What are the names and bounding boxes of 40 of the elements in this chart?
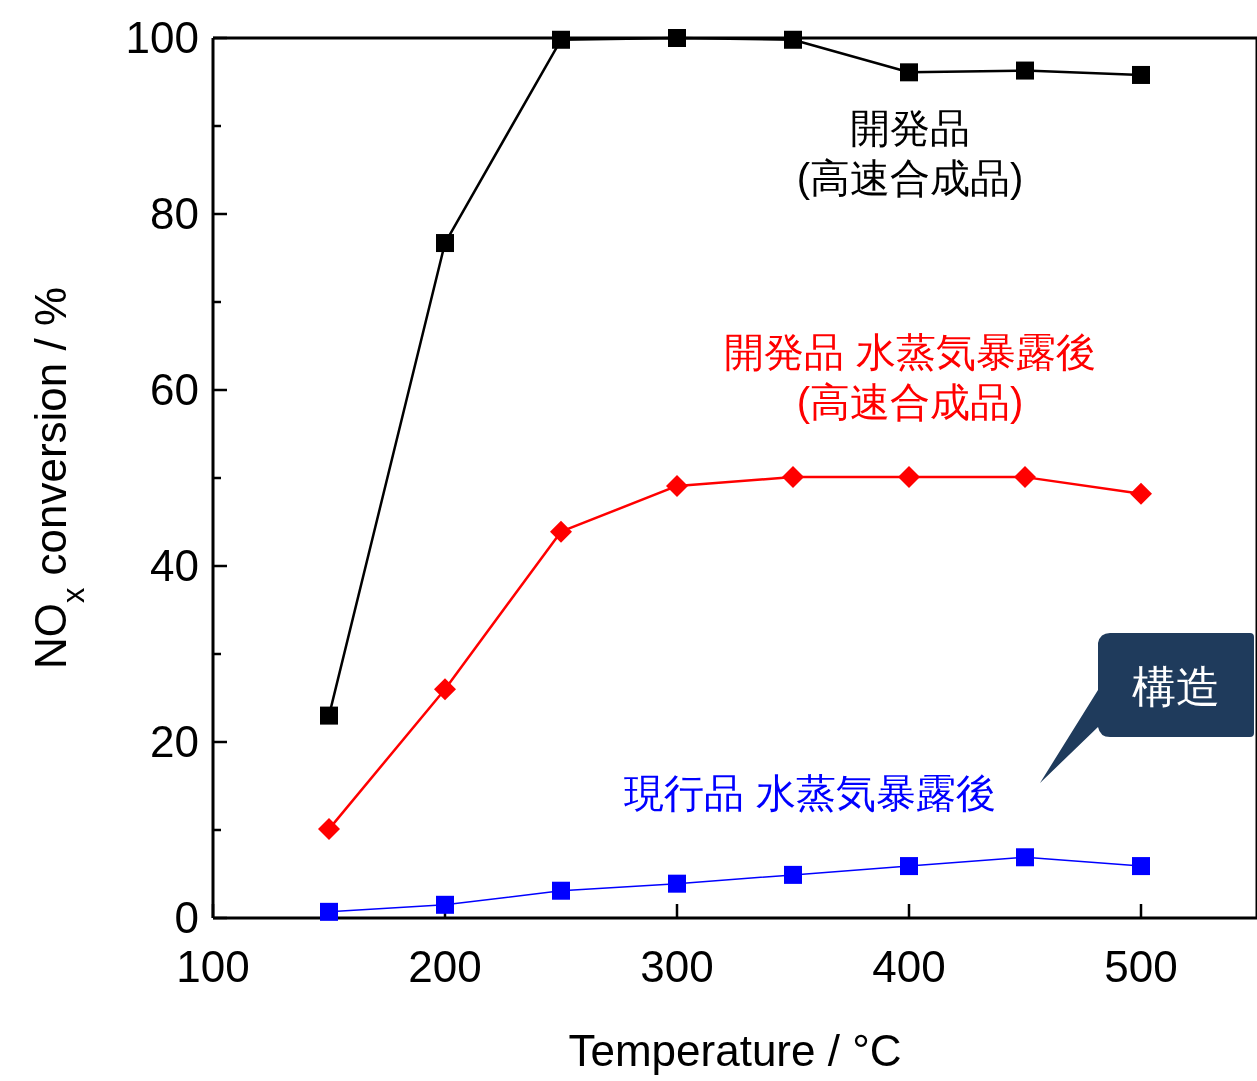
point	[552, 881, 570, 900]
series-label: 開発品 (高速合成品)	[796, 106, 1024, 200]
point	[434, 678, 456, 701]
series-label: 現行品 水蒸気暴露後	[624, 771, 996, 815]
point	[900, 63, 918, 82]
y-tick-label: 0	[174, 893, 199, 942]
x-tick-label: 200	[408, 942, 482, 991]
point	[1132, 65, 1150, 84]
y-tick-label: 40	[150, 541, 199, 590]
point	[782, 466, 804, 489]
y-tick-label: 60	[150, 365, 199, 414]
point	[1014, 466, 1036, 489]
point	[320, 902, 338, 921]
point	[898, 466, 920, 489]
point	[784, 865, 802, 884]
x-tick-label: 300	[640, 942, 714, 991]
annotation: 構造	[1132, 662, 1220, 711]
point	[1132, 857, 1150, 876]
x-axis-title: Temperature / °C	[568, 1026, 902, 1075]
point	[552, 30, 570, 49]
point	[1130, 482, 1152, 505]
point	[1016, 848, 1034, 867]
callout: 構造	[1040, 633, 1254, 783]
point	[900, 857, 918, 876]
point	[320, 706, 338, 725]
point	[668, 29, 686, 47]
point	[436, 234, 454, 253]
point	[784, 30, 802, 49]
series-label: 開発品 水蒸気暴露後 (高速合成品)	[724, 330, 1096, 424]
point	[436, 895, 454, 914]
point	[318, 818, 340, 841]
x-tick-label: 400	[872, 942, 946, 991]
point	[550, 520, 572, 543]
point	[1016, 61, 1034, 80]
y-tick-label: 20	[150, 717, 199, 766]
y-tick-label: 100	[125, 13, 199, 62]
point	[666, 474, 688, 497]
point	[668, 874, 686, 893]
y-tick-label: 80	[150, 189, 199, 238]
x-tick-label: 500	[1104, 942, 1178, 991]
